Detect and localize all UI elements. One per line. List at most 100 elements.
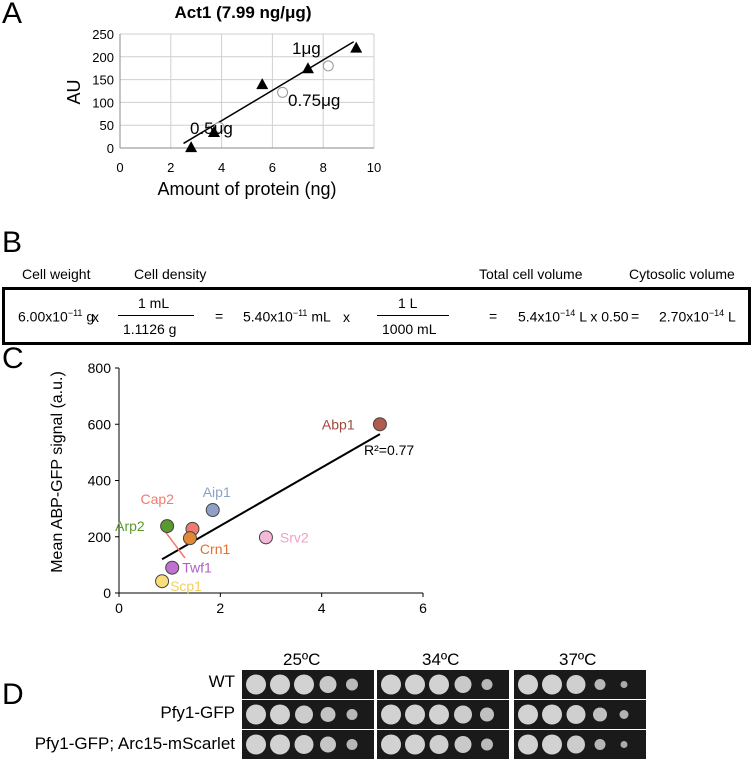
formula-box: 6.00x10−11 g x 1 mL 1.1126 g = 5.40x10−1… xyxy=(2,287,751,345)
colony-spot xyxy=(542,734,562,755)
chart-a: Act1 (7.99 ng/μg) 0 50 100 150 200 250 0 2 4 6 8 10… xyxy=(64,3,381,199)
annotation-0.75ug: 0.75μg xyxy=(288,91,340,110)
colony-spot xyxy=(620,741,628,748)
y-tick-label: 600 xyxy=(88,416,112,432)
point-twf1 xyxy=(165,560,180,575)
x-tick-label: 0 xyxy=(115,600,123,615)
header-cell-density: Cell density xyxy=(134,266,207,282)
fit-line xyxy=(161,433,381,561)
total-volume-value: 5.4x10−14 L x 0.50 xyxy=(518,308,629,325)
colony-spot xyxy=(518,734,538,755)
colony-spot xyxy=(246,674,266,695)
colony-spot xyxy=(518,674,538,695)
chart-c-ylabel: Mean ABP-GFP signal (a.u.) xyxy=(49,371,66,573)
spot-assay: 25ºC 34ºC 37ºC WT Pfy1-GFP Pfy1-GFP; Arc… xyxy=(0,650,755,759)
colony-spot xyxy=(454,705,472,724)
point-aip1 xyxy=(205,503,220,518)
panel-label-b: B xyxy=(2,226,23,259)
colony-spot xyxy=(270,734,290,755)
chart-c-fit-line xyxy=(161,433,381,561)
triangle-point xyxy=(207,126,220,138)
conversion-denominator: 1000 mL xyxy=(382,321,437,337)
label-aip1: Aip1 xyxy=(203,484,231,500)
chart-a-ylabel: AU xyxy=(64,79,84,104)
r2-label: R²=0.77 xyxy=(364,442,414,458)
y-tick-label: 50 xyxy=(100,118,114,133)
colony-spot xyxy=(593,707,607,722)
temp-25: 25ºC xyxy=(283,650,321,669)
times-sign-1: x xyxy=(92,309,99,325)
spot-plates xyxy=(242,670,646,759)
label-scp1: Scp1 xyxy=(170,578,202,594)
header-total-cell-volume: Total cell volume xyxy=(479,266,583,282)
x-tick-label: 6 xyxy=(269,160,276,175)
label-arp2: Arp2 xyxy=(115,518,145,534)
strain-pfy1-gfp-arc15: Pfy1-GFP; Arc15-mScarlet xyxy=(34,734,235,753)
fit-line xyxy=(183,41,355,145)
label-srv2: Srv2 xyxy=(280,529,309,545)
label-cap2: Cap2 xyxy=(140,491,174,507)
cytosolic-volume-value: 2.70x10−14 L xyxy=(659,308,736,325)
chart-c: 0 200 400 600 800 0 2 4 6 Abp1 Aip1 Cap2 Arp2 Crn1 Sr… xyxy=(49,360,427,615)
open-circle-point xyxy=(322,60,334,72)
y-tick-label: 0 xyxy=(103,585,111,601)
chart-a-xlabel: Amount of protein (ng) xyxy=(157,179,336,199)
colony-spot xyxy=(594,679,606,690)
colony-spot xyxy=(381,674,401,695)
point-srv2 xyxy=(258,530,273,545)
panel-label-a: A xyxy=(2,0,23,30)
triangle-point xyxy=(301,62,314,74)
colony-spot xyxy=(518,704,538,725)
colony-spot xyxy=(381,734,401,755)
colony-spot xyxy=(320,736,336,753)
equals-sign-2: = xyxy=(489,308,498,324)
x-tick-label: 6 xyxy=(419,600,427,615)
point-scp1 xyxy=(155,574,170,589)
label-twf1: Twf1 xyxy=(182,560,212,576)
colony-spot xyxy=(619,710,629,719)
annotation-1ug: 1μg xyxy=(292,39,321,58)
triangle-point xyxy=(350,41,363,53)
chart-a-axes xyxy=(119,34,374,149)
colony-spot xyxy=(246,704,266,725)
label-crn1: Crn1 xyxy=(200,541,231,557)
x-tick-label: 10 xyxy=(367,160,381,175)
header-cytosolic-volume: Cytosolic volume xyxy=(629,266,735,282)
conversion-fraction-bar xyxy=(377,315,449,316)
density-fraction-bar xyxy=(118,315,194,316)
panel-label-c: C xyxy=(2,342,24,375)
y-tick-label: 800 xyxy=(88,360,112,376)
colony-spot xyxy=(294,735,314,754)
cell-volume-value: 5.40x10−11 mL xyxy=(243,308,331,325)
temp-34: 34ºC xyxy=(422,650,460,669)
strain-pfy1-gfp: Pfy1-GFP xyxy=(160,703,235,722)
x-tick-label: 4 xyxy=(318,600,326,615)
colony-spot xyxy=(566,705,586,724)
colony-spot xyxy=(405,674,425,695)
colony-spot xyxy=(594,739,606,750)
y-tick-label: 100 xyxy=(92,95,114,110)
triangle-point xyxy=(185,141,198,153)
colony-spot xyxy=(320,707,336,722)
density-denominator: 1.1126 g xyxy=(123,321,177,337)
colony-spot xyxy=(405,704,425,725)
colony-spot xyxy=(346,678,358,691)
point-abp1 xyxy=(372,417,387,432)
y-tick-label: 250 xyxy=(92,27,114,42)
label-abp1: Abp1 xyxy=(322,416,355,432)
equals-sign-3: = xyxy=(631,308,640,324)
y-tick-label: 200 xyxy=(92,50,114,65)
chart-a-points xyxy=(185,41,363,153)
colony-spot xyxy=(346,739,358,750)
colony-spot xyxy=(270,674,290,695)
panel-label-d: D xyxy=(2,678,24,711)
colony-spot xyxy=(566,675,586,694)
colony-spot xyxy=(270,704,290,725)
colony-spot xyxy=(294,674,314,695)
chart-a-tick-labels: 0 50 100 150 200 250 0 2 4 6 8 10 xyxy=(92,27,381,175)
colony-spot xyxy=(454,676,472,693)
colony-spot xyxy=(405,734,425,755)
y-tick-label: 150 xyxy=(92,73,114,88)
annotation-0.5ug: 0.5μg xyxy=(190,119,233,138)
colony-spot xyxy=(295,705,313,724)
